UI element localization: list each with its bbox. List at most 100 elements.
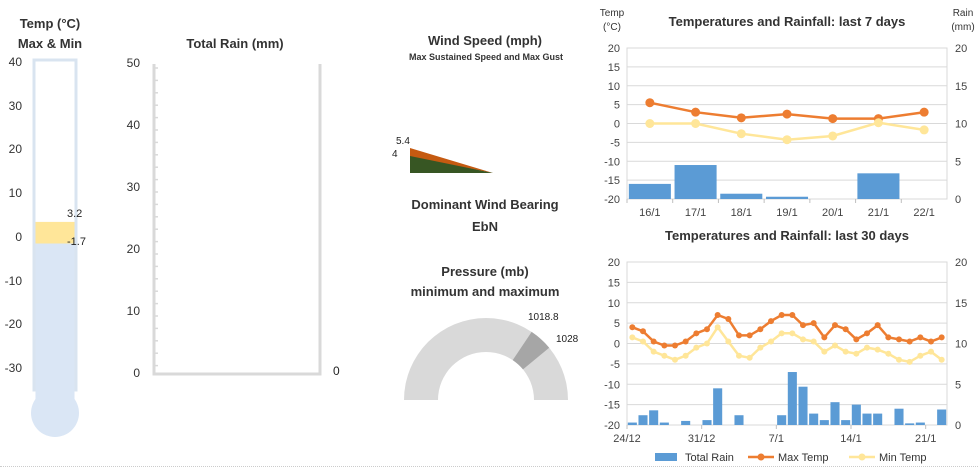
thermometer-max-label: 3.2 (67, 208, 83, 220)
pressure-max-label: 1028 (556, 334, 579, 345)
min-temp-point (789, 330, 796, 337)
min-temp-point (650, 348, 657, 355)
rain-bar (841, 420, 851, 425)
min-temp-point (725, 338, 732, 345)
min-temp-point (661, 352, 668, 359)
wind-speed-label: 4 (392, 149, 398, 160)
min-temp-point (928, 348, 934, 355)
y-tick-label: -5 (610, 137, 620, 149)
y-tick-label: -20 (604, 194, 620, 206)
legend-marker-min-temp (858, 453, 866, 461)
thermometer-title-line1: Temp (°C) (19, 16, 81, 31)
x-tick-label: 21/1 (868, 207, 889, 219)
rain-gauge-tick-label: 30 (126, 180, 140, 194)
thermometer-title-line2: Max & Min (17, 36, 83, 51)
thermometer-tick-label: 30 (8, 98, 22, 113)
y2-tick-label: 10 (955, 119, 967, 131)
x-tick-label: 18/1 (731, 207, 752, 219)
pressure-gauge-arc (404, 318, 568, 400)
y2-tick-label: 15 (955, 81, 967, 93)
thermometer-tick-label: 10 (8, 186, 22, 201)
max-temp-point (842, 326, 849, 333)
x-tick-label: 7/1 (769, 433, 784, 445)
max-temp-point (725, 316, 732, 323)
max-temp-point (704, 326, 710, 333)
y2-tick-label: 15 (955, 298, 967, 310)
min-temp-point (736, 129, 746, 139)
thermometer-tick-label: -10 (4, 273, 22, 288)
rain-gauge-value: 0 (333, 364, 340, 378)
max-temp-point (928, 338, 934, 345)
y-tick-label: 5 (614, 100, 620, 112)
wind-title: Wind Speed (mph) (428, 33, 542, 48)
y-axis-label-line1: Temp (600, 8, 625, 19)
y2-axis-label-line2: (mm) (951, 22, 974, 33)
y-tick-label: -20 (604, 420, 620, 432)
y2-tick-label: 20 (955, 257, 967, 269)
max-temp-point (640, 328, 646, 335)
min-temp-point (645, 119, 655, 128)
rain-bar (787, 372, 797, 425)
legend-marker-max-temp (757, 453, 765, 461)
legend-label: Max Temp (778, 452, 829, 464)
x-tick-label: 21/1 (915, 433, 936, 445)
max-temp-point (885, 334, 892, 341)
y2-axis-label-line1: Rain (953, 8, 974, 19)
rain-bar (628, 183, 671, 199)
min-temp-point (640, 338, 646, 345)
thermometer-range-bar (35, 221, 75, 244)
thermometer-tick-label: -30 (4, 360, 22, 375)
wind-bearing-title: Dominant Wind Bearing (411, 197, 559, 212)
min-temp-point (704, 340, 710, 347)
rain-gauge-tick-label: 20 (126, 242, 140, 256)
min-temp-point (736, 352, 742, 359)
max-temp-point (800, 322, 806, 329)
min-temp-point (782, 135, 792, 145)
legend-label: Min Temp (879, 452, 926, 464)
y2-tick-label: 5 (955, 379, 961, 391)
y-axis-label-line2: (°C) (603, 22, 621, 33)
y-tick-label: 15 (608, 62, 620, 74)
rain-bar (937, 409, 947, 425)
rain-bar (681, 420, 691, 425)
rain-bar (627, 422, 637, 425)
chart-title: Temperatures and Rainfall: last 30 days (665, 228, 909, 243)
bottom-divider (0, 466, 978, 467)
y2-tick-label: 5 (955, 156, 961, 168)
pressure-title-line1: Pressure (mb) (441, 264, 529, 279)
y-tick-label: -10 (604, 379, 620, 391)
y-tick-label: -10 (604, 156, 620, 168)
rain-gauge-tick-label: 50 (126, 56, 140, 70)
rain-gauge-tick-label: 10 (126, 304, 140, 318)
max-temp-point (661, 342, 668, 349)
rain-bar (649, 410, 659, 425)
pressure-title: Pressure (mb) minimum and maximum (385, 262, 585, 302)
min-temp-point (832, 342, 838, 349)
y-tick-label: 20 (608, 43, 620, 55)
y-tick-label: 5 (614, 318, 620, 330)
rain-gauge-tick-label: 40 (126, 118, 140, 132)
rain-bar (777, 415, 787, 425)
x-tick-label: 31/12 (688, 433, 716, 445)
rain-bar (862, 413, 872, 425)
min-temp-point (629, 334, 636, 341)
thermometer-min-label: -1.7 (67, 236, 86, 248)
max-temp-point (828, 114, 838, 124)
thermometer-tick-label: 20 (8, 142, 22, 157)
min-temp-point (874, 346, 881, 353)
min-temp-point (906, 358, 913, 365)
min-temp-point (810, 338, 817, 345)
y2-tick-label: 0 (955, 420, 961, 432)
rain-bar (659, 422, 669, 425)
max-temp-point (714, 311, 721, 318)
y2-tick-label: 0 (955, 194, 961, 206)
y2-tick-label: 10 (955, 339, 967, 351)
max-temp-point (746, 332, 753, 339)
min-temp-point (693, 344, 700, 351)
max-temp-point (853, 336, 860, 343)
wind-gust-label: 5.4 (396, 136, 410, 147)
max-temp-point (629, 324, 636, 331)
min-temp-point (828, 131, 838, 141)
max-temp-point (778, 311, 785, 318)
rain-bar (809, 413, 819, 425)
